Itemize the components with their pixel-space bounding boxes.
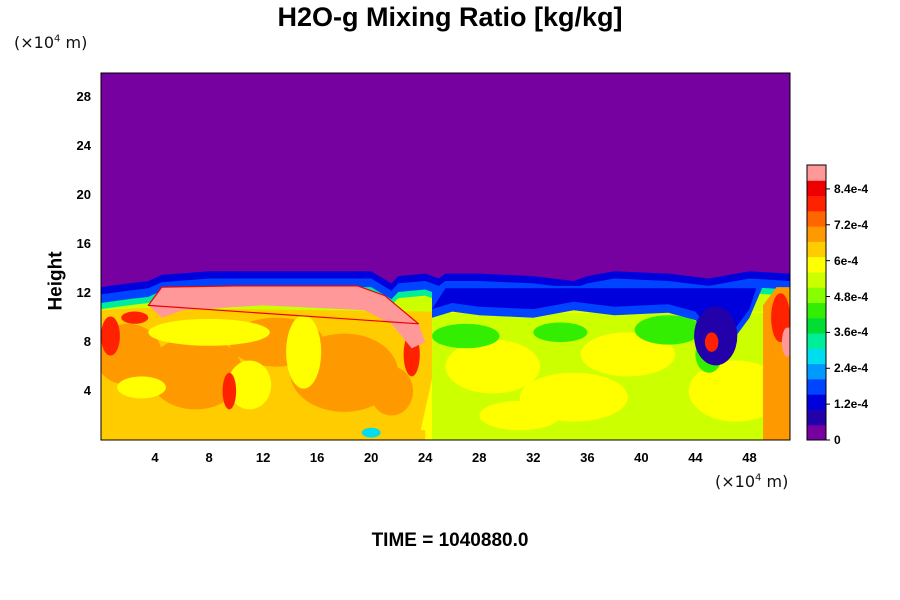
colorbar-step [807,165,826,181]
y-tick-label: 12 [76,285,91,301]
left-convective-region [101,307,432,440]
right-region [431,285,790,440]
red-streak-4 [222,372,237,410]
x-tick-label: 28 [472,450,487,465]
x-tick-label: 12 [255,450,271,465]
x-tick-label: 48 [742,450,757,465]
x-tick-label: 36 [580,450,595,465]
x-tick-label: 32 [526,450,541,465]
red-streak-1 [101,316,120,356]
y-unit-prefix: (×10 [14,33,55,52]
y-tick-label: 28 [76,89,91,105]
y-tick-label: 24 [76,138,91,154]
colorbar-tick-label: 8.4e-4 [834,181,869,196]
x-unit-prefix: (×10 [715,472,756,491]
yellow-cell-4 [688,360,784,422]
chart-title: H2O-g Mixing Ratio [kg/kg] [277,2,623,32]
x-tick-label: 44 [688,450,703,465]
y-tick-label: 8 [83,334,91,350]
heatmap-field [101,73,790,440]
colorbar-step [807,378,826,395]
y-axis-unit: (×104 m) [14,33,87,52]
saturated-region [148,285,426,349]
colorbar-tick-label: 0 [834,433,841,447]
dry-pocket-core [432,288,757,346]
orange-cell-1 [148,336,243,410]
y-unit-suffix: m) [60,33,88,52]
x-tick-label: 4 [151,450,159,465]
time-value: 1040880.0 [438,530,529,551]
saturated-region-outline [147,285,420,325]
y-unit-exponent: 4 [54,33,61,45]
colorbar-step [807,394,826,410]
x-tick-label: 40 [634,450,649,465]
x-tick-label: 8 [205,450,213,465]
colorbar-step [807,287,826,303]
time-label: TIME = [371,530,439,551]
orange-cell-5 [369,366,414,416]
colorbar-step [807,256,826,273]
yellow-swirl-4 [117,376,166,399]
bottom-strip [101,421,426,440]
yellow-cell-1 [445,339,541,394]
colorbar-step [807,317,826,334]
colorbar [806,164,830,441]
bottom-blue-spot [361,427,381,438]
right-edge-pink [781,327,790,357]
yellow-swirl-1 [148,318,270,346]
colorbar-tick-label: 2.4e-4 [834,361,869,376]
green-swirl-3 [533,322,588,343]
colorbar-step [807,302,826,319]
x-unit-suffix: m) [761,472,789,491]
colorbar-step [807,333,826,349]
colorbar-tick-label: 4.8e-4 [834,289,869,304]
colorbar-step [807,210,826,227]
colorbar-step [807,409,826,426]
red-streak-2 [121,311,149,324]
colorbar-tick-label: 7.2e-4 [834,217,869,232]
colorbar-tick-label: 6e-4 [834,253,859,268]
yellow-cell-3 [580,332,676,377]
colorbar-step [807,271,826,288]
x-tick-label: 24 [418,450,433,465]
yellow-swirl-3 [227,360,272,410]
colorbar-step [807,348,826,365]
plot-frame [100,72,791,441]
colorbar-step [807,424,826,441]
green-swirl-1 [431,323,500,349]
colorbar-step [807,363,826,380]
yellow-swirl-2 [286,315,322,389]
colorbar-step [807,180,826,197]
x-tick-label: 16 [309,450,325,465]
y-tick-label: 20 [76,187,91,203]
colorbar-step [807,226,826,242]
moist-filament [704,332,719,352]
yellow-cell-5 [479,400,561,431]
time-readout: TIME = 1040880.0 [0,530,900,552]
colorbar-tick-label: 3.6e-4 [834,325,869,340]
colorbar-tick-label: 1.2e-4 [834,397,869,412]
y-tick-label: 16 [76,236,91,252]
colorbar-frame [806,164,827,441]
y-tick-label: 4 [83,383,91,399]
colorbar-step [807,195,826,212]
green-swirl-2 [634,315,703,345]
colorbar-step [807,241,826,258]
x-unit-exponent: 4 [755,472,762,484]
x-axis-unit: (×104 m) [715,472,788,491]
x-tick-label: 20 [363,450,379,465]
